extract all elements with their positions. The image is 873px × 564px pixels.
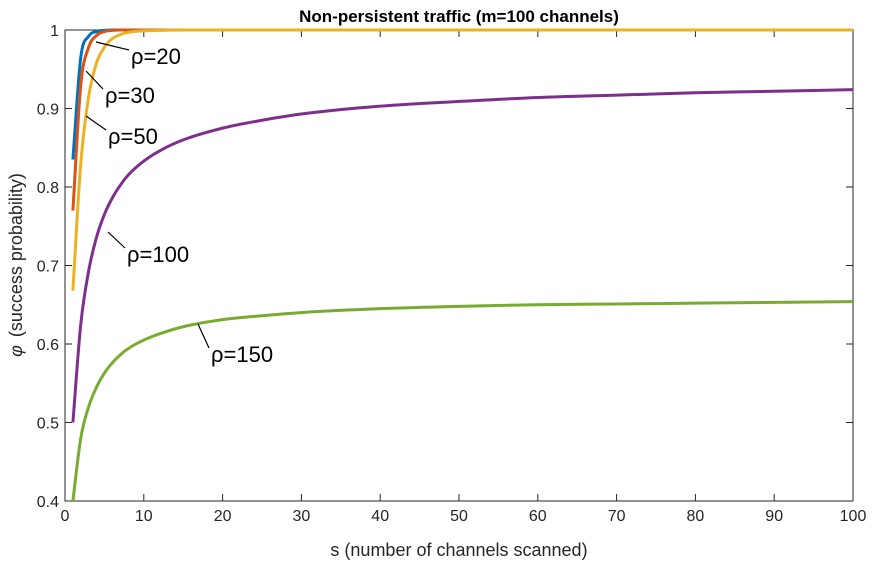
x-tick-label: 30: [293, 508, 311, 525]
y-axis-label-group: φ (success probability): [6, 173, 26, 357]
y-tick-label: 1: [50, 23, 59, 40]
y-tick-label: 0.4: [37, 494, 59, 511]
x-tick-label: 100: [840, 508, 867, 525]
series-line-4: [71, 300, 853, 502]
y-tick-label: 0.8: [37, 180, 59, 197]
annotation-label: ρ=20: [131, 44, 181, 69]
series-layer: [71, 28, 853, 502]
annotation-leader: [197, 323, 210, 349]
x-tick-label: 0: [61, 508, 70, 525]
x-tick-label: 50: [450, 508, 468, 525]
svg-text:φ(success probability): φ (success probability): [6, 173, 26, 357]
y-tick-label: 0.9: [37, 102, 59, 119]
y-axis-label: (success probability): [6, 173, 26, 337]
x-tick-label: 90: [765, 508, 783, 525]
annotation-label: ρ=100: [127, 242, 189, 267]
annotation-leader: [95, 41, 130, 51]
annotation-leader: [85, 115, 107, 131]
y-tick-label: 0.7: [37, 259, 59, 276]
annotation-label: ρ=150: [211, 342, 273, 367]
y-axis-symbol: φ: [6, 345, 26, 357]
x-tick-label: 40: [371, 508, 389, 525]
x-tick-label: 60: [529, 508, 547, 525]
x-tick-label: 20: [214, 508, 232, 525]
x-tick-label: 80: [687, 508, 705, 525]
axes-box: [64, 29, 854, 502]
chart-title: Non-persistent traffic (m=100 channels): [299, 7, 619, 26]
y-tick-label: 0.6: [37, 337, 59, 354]
x-tick-label: 10: [135, 508, 153, 525]
plot-area: [64, 29, 854, 502]
series-line-3: [71, 88, 853, 423]
annotation-label: ρ=50: [108, 124, 158, 149]
series-line-2: [71, 28, 853, 291]
annotation-leader: [107, 231, 126, 249]
axis-ticks: 0 10 20 30 40 50 60 70 80 90 100 0.4 0.5 0.6 0.7 0.8 0.9…: [37, 23, 867, 525]
annotations-layer: ρ=20 ρ=30 ρ=50 ρ=100 ρ=150: [85, 41, 273, 367]
annotation-leader: [85, 70, 104, 90]
x-tick-label: 70: [608, 508, 626, 525]
y-tick-label: 0.5: [37, 416, 59, 433]
annotation-label: ρ=30: [105, 83, 155, 108]
x-axis-label: s (number of channels scanned): [330, 540, 587, 560]
